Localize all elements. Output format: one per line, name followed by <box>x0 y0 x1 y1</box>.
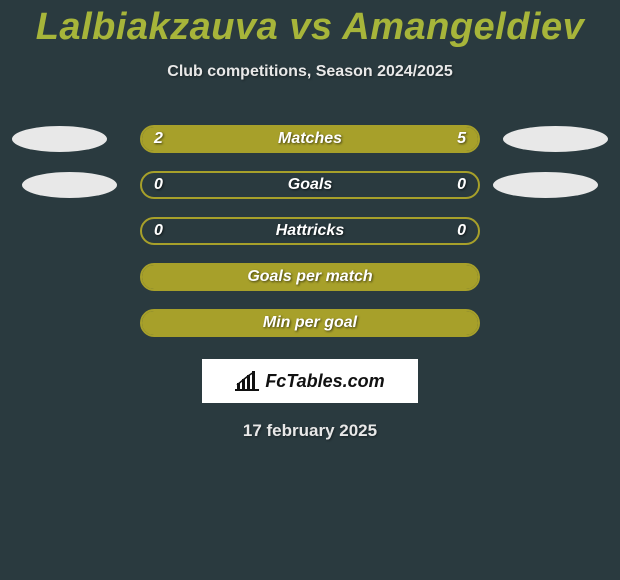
team-badge-left <box>22 172 117 198</box>
stat-label: Goals per match <box>142 268 478 286</box>
stats-container: 2 Matches 5 0 Goals 0 0 Hattricks 0 <box>0 125 620 337</box>
page-subtitle: Club competitions, Season 2024/2025 <box>0 63 620 81</box>
stat-right-value: 0 <box>457 222 466 240</box>
team-badge-right <box>493 172 598 198</box>
stat-right-value: 5 <box>457 130 466 148</box>
stat-label: Matches <box>142 130 478 148</box>
team-badge-left <box>12 126 107 152</box>
stat-right-value: 0 <box>457 176 466 194</box>
stat-row: Min per goal <box>0 309 620 337</box>
team-badge-right <box>503 126 608 152</box>
stat-bar: 2 Matches 5 <box>140 125 480 153</box>
stat-row: 0 Hattricks 0 <box>0 217 620 245</box>
stat-label: Goals <box>142 176 478 194</box>
chart-icon <box>235 371 259 391</box>
stat-bar: Goals per match <box>140 263 480 291</box>
stat-bar: 0 Hattricks 0 <box>140 217 480 245</box>
stat-row: 2 Matches 5 <box>0 125 620 153</box>
stat-bar: Min per goal <box>140 309 480 337</box>
stat-row: Goals per match <box>0 263 620 291</box>
watermark-text: FcTables.com <box>265 371 384 392</box>
watermark: FcTables.com <box>202 359 418 403</box>
stat-label: Hattricks <box>142 222 478 240</box>
date-text: 17 february 2025 <box>0 421 620 441</box>
page-title: Lalbiakzauva vs Amangeldiev <box>0 0 620 49</box>
stat-bar: 0 Goals 0 <box>140 171 480 199</box>
stat-row: 0 Goals 0 <box>0 171 620 199</box>
stat-label: Min per goal <box>142 314 478 332</box>
